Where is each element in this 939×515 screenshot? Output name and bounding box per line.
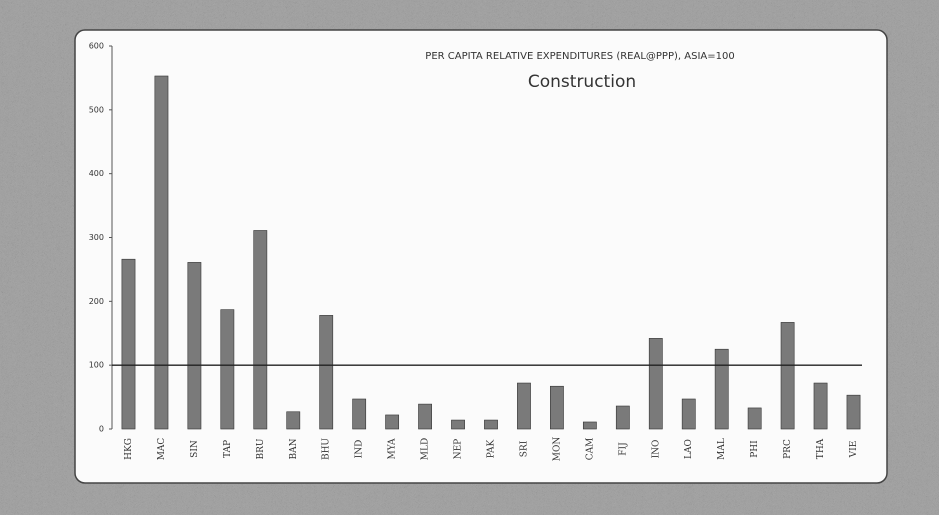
bar <box>780 322 795 430</box>
x-tick-label: IND <box>355 440 365 459</box>
bar <box>681 398 696 430</box>
bar <box>121 258 136 430</box>
y-tick-label: 400 <box>89 169 104 178</box>
chart-subtitle: Construction <box>528 72 636 92</box>
bar <box>220 309 235 430</box>
x-tick-label: VIE <box>849 441 859 459</box>
x-tick-label: HKG <box>124 438 134 460</box>
y-tick-label: 300 <box>89 233 104 242</box>
bar <box>550 385 564 430</box>
x-tick-label: SIN <box>190 440 200 458</box>
x-tick-label: MAL <box>717 438 727 460</box>
x-tick-label: NEP <box>454 439 464 460</box>
x-tick-label: MYA <box>388 438 398 459</box>
x-tick-label: BAN <box>289 438 299 459</box>
y-tick-label: 100 <box>89 361 104 370</box>
x-tick-label: SRI <box>519 440 529 457</box>
bar <box>615 405 630 430</box>
x-tick-label: TAP <box>223 440 233 458</box>
x-tick-label: PHI <box>750 440 760 458</box>
x-tick-label: FIJ <box>618 442 628 456</box>
bar <box>418 403 432 430</box>
bar <box>286 411 301 430</box>
x-tick-label: MAC <box>157 438 167 461</box>
y-tick-label: 0 <box>99 425 104 434</box>
bar <box>846 394 861 430</box>
bar <box>319 315 334 430</box>
x-tick-label: THA <box>816 438 826 459</box>
x-tick-label: MON <box>552 437 562 462</box>
x-tick-label: BHU <box>322 438 332 460</box>
bar <box>582 421 597 430</box>
bar <box>747 407 762 430</box>
bar <box>714 348 729 430</box>
x-tick-label: BRU <box>256 438 266 459</box>
bar <box>154 75 169 430</box>
x-tick-label: MLD <box>421 438 431 460</box>
bar <box>187 262 202 430</box>
y-tick-label: 500 <box>89 105 104 114</box>
bar <box>813 382 828 430</box>
y-tick-label: 200 <box>89 297 104 306</box>
bar <box>451 419 465 430</box>
bar <box>648 338 663 430</box>
x-tick-label: CAM <box>585 438 595 461</box>
bar <box>484 419 498 430</box>
y-tick-label: 600 <box>89 42 104 51</box>
x-tick-label: INO <box>651 440 661 459</box>
x-tick-label: LAO <box>684 439 694 459</box>
bar <box>352 398 367 430</box>
panel <box>74 29 888 484</box>
chart-title: PER CAPITA RELATIVE EXPENDITURES (REAL@P… <box>425 51 734 62</box>
bar <box>385 414 400 430</box>
x-tick-label: PRC <box>783 439 793 459</box>
x-tick-label: PAK <box>487 439 497 458</box>
bar <box>253 230 268 430</box>
bar <box>517 382 531 430</box>
